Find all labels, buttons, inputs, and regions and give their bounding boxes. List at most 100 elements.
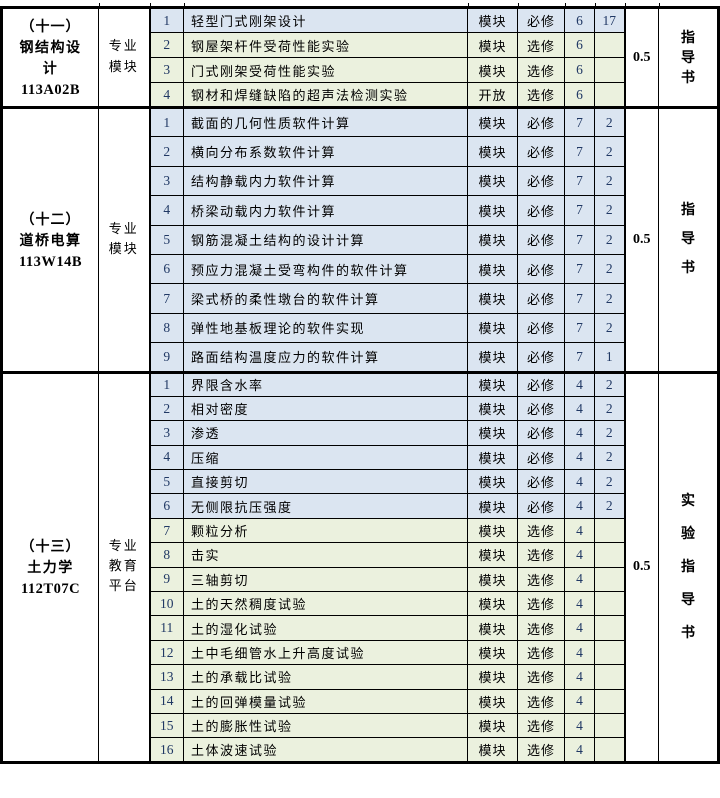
experiment-name-cell: 门式刚架受荷性能实验 bbox=[183, 57, 468, 83]
count-cell bbox=[594, 591, 625, 617]
hours-cell: 6 bbox=[564, 57, 595, 83]
mode-cell: 模块 bbox=[467, 493, 518, 519]
experiment-name-cell: 弹性地基板理论的软件实现 bbox=[183, 312, 468, 344]
experiment-name-cell: 路面结构温度应力的软件计算 bbox=[183, 342, 468, 373]
credit-cell: 0.5 bbox=[623, 370, 659, 763]
count-cell: 2 bbox=[594, 395, 625, 422]
row-number-cell: 6 bbox=[148, 253, 184, 285]
requirement-cell: 必修 bbox=[517, 283, 565, 314]
column-edge-tick bbox=[150, 3, 151, 6]
experiment-name-cell: 土的承载比试验 bbox=[183, 664, 468, 690]
hours-cell: 7 bbox=[564, 165, 595, 197]
count-cell: 2 bbox=[594, 469, 625, 495]
hours-cell: 7 bbox=[564, 312, 595, 344]
requirement-cell: 选修 bbox=[517, 566, 565, 593]
hours-cell: 6 bbox=[564, 32, 595, 58]
count-cell: 2 bbox=[594, 165, 625, 197]
requirement-cell: 必修 bbox=[517, 370, 565, 397]
experiment-name-cell: 横向分布系数软件计算 bbox=[183, 136, 468, 167]
experiment-name-cell: 钢筋混凝土结构的设计计算 bbox=[183, 224, 468, 255]
course-name: 土力学 bbox=[27, 560, 74, 577]
row-number-cell: 2 bbox=[148, 136, 184, 167]
requirement-cell: 选修 bbox=[517, 32, 565, 58]
count-cell: 2 bbox=[594, 195, 625, 226]
course-group-cell: （十三） 土力学 112T07C bbox=[1, 370, 99, 763]
experiment-name-cell: 土的湿化试验 bbox=[183, 615, 468, 641]
experiment-name-cell: 结构静载内力软件计算 bbox=[183, 165, 468, 197]
requirement-cell: 必修 bbox=[517, 224, 565, 255]
mode-cell: 模块 bbox=[467, 6, 518, 33]
row-number-cell: 1 bbox=[148, 105, 184, 138]
row-number-cell: 4 bbox=[148, 444, 184, 471]
experiment-name-cell: 压缩 bbox=[183, 444, 468, 471]
experiment-name-cell: 土体波速试验 bbox=[183, 737, 468, 763]
experiment-name-cell: 击实 bbox=[183, 542, 468, 568]
row-number-cell: 7 bbox=[148, 517, 184, 544]
requirement-cell: 选修 bbox=[517, 517, 565, 544]
mode-cell: 模块 bbox=[467, 591, 518, 617]
table-row: 15 土的膨胀性试验 模块 选修 4 bbox=[2, 712, 719, 739]
guidebook-cell: 指导书 bbox=[658, 106, 719, 373]
requirement-cell: 必修 bbox=[517, 195, 565, 226]
row-number-cell: 2 bbox=[148, 32, 184, 58]
column-edge-tick bbox=[659, 3, 660, 6]
count-cell: 2 bbox=[594, 105, 625, 138]
hours-cell: 7 bbox=[564, 283, 595, 314]
requirement-cell: 必修 bbox=[517, 444, 565, 471]
column-edge-tick bbox=[595, 3, 596, 6]
mode-cell: 模块 bbox=[467, 312, 518, 344]
hours-cell: 4 bbox=[564, 493, 595, 519]
guidebook-cell: 实验指导书 bbox=[658, 370, 719, 763]
requirement-cell: 选修 bbox=[517, 591, 565, 617]
count-cell: 17 bbox=[594, 6, 625, 33]
mode-cell: 开放 bbox=[467, 82, 518, 108]
hours-cell: 4 bbox=[564, 542, 595, 568]
course-name: 钢结构设计 bbox=[19, 40, 82, 77]
platform-label: 专业教育平台 bbox=[108, 538, 139, 595]
mode-cell: 模块 bbox=[467, 105, 518, 138]
guidebook-label: 实验指导书 bbox=[681, 492, 695, 641]
count-cell: 2 bbox=[594, 253, 625, 285]
count-cell: 2 bbox=[594, 444, 625, 471]
count-cell bbox=[594, 639, 625, 666]
mode-cell: 模块 bbox=[467, 517, 518, 544]
course-index-label: （十二） bbox=[20, 211, 81, 228]
course-table-body: （十一） 钢结构设计 113A02B 专业模块 1 轻型门式刚架设计 模块 必修 6 17 0.5 指… bbox=[1, 6, 719, 763]
hours-cell: 4 bbox=[564, 370, 595, 397]
row-number-cell: 5 bbox=[148, 224, 184, 255]
requirement-cell: 必修 bbox=[517, 6, 565, 33]
course-group-cell: （十一） 钢结构设计 113A02B bbox=[1, 6, 99, 108]
requirement-cell: 必修 bbox=[517, 105, 565, 138]
experiment-name-cell: 钢屋架杆件受荷性能实验 bbox=[183, 32, 468, 58]
table-row: （十三） 土力学 112T07C 专业教育平台 1 界限含水率 模块 必修 4 2 0.5 实验指导书 bbox=[1, 370, 719, 763]
table-row: 7 梁式桥的柔性墩台的软件计算 模块 必修 7 2 bbox=[2, 283, 719, 314]
hours-cell: 4 bbox=[564, 444, 595, 471]
experiment-name-cell: 钢材和焊缝缺陷的超声法检测实验 bbox=[183, 82, 468, 108]
hours-cell: 4 bbox=[564, 469, 595, 495]
row-number-cell: 16 bbox=[148, 737, 184, 763]
mode-cell: 模块 bbox=[467, 664, 518, 690]
row-number-cell: 8 bbox=[148, 312, 184, 344]
count-cell bbox=[594, 664, 625, 690]
experiment-name-cell: 渗透 bbox=[183, 420, 468, 446]
mode-cell: 模块 bbox=[467, 136, 518, 167]
column-edge-tick bbox=[518, 3, 519, 6]
count-cell bbox=[594, 542, 625, 568]
experiment-name-cell: 土的回弹模量试验 bbox=[183, 688, 468, 714]
mode-cell: 模块 bbox=[467, 57, 518, 83]
mode-cell: 模块 bbox=[467, 712, 518, 739]
experiment-name-cell: 轻型门式刚架设计 bbox=[183, 6, 468, 33]
mode-cell: 模块 bbox=[467, 253, 518, 285]
experiment-name-cell: 三轴剪切 bbox=[183, 566, 468, 593]
mode-cell: 模块 bbox=[467, 469, 518, 495]
count-cell: 2 bbox=[594, 370, 625, 397]
hours-cell: 7 bbox=[564, 105, 595, 138]
row-number-cell: 4 bbox=[148, 82, 184, 108]
requirement-cell: 选修 bbox=[517, 737, 565, 763]
row-number-cell: 9 bbox=[148, 342, 184, 373]
requirement-cell: 选修 bbox=[517, 639, 565, 666]
platform-cell: 专业模块 bbox=[98, 106, 150, 373]
table-row: 3 结构静载内力软件计算 模块 必修 7 2 bbox=[2, 165, 719, 197]
table-row: 6 无侧限抗压强度 模块 必修 4 2 bbox=[2, 493, 719, 519]
